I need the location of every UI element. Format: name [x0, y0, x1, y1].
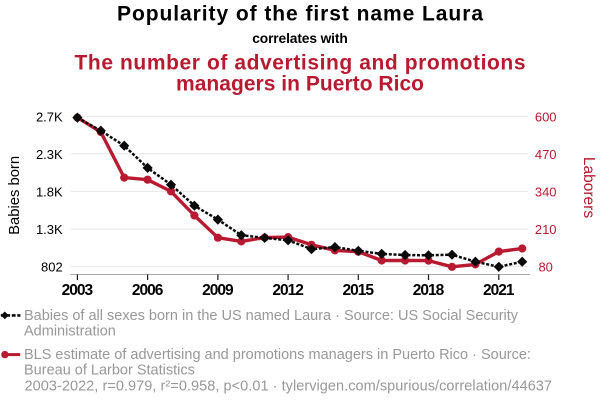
- svg-text:2012: 2012: [272, 282, 304, 299]
- svg-text:470: 470: [535, 147, 557, 162]
- svg-text:2021: 2021: [483, 282, 515, 299]
- svg-text:2003: 2003: [62, 282, 94, 299]
- svg-text:1.8K: 1.8K: [36, 185, 63, 200]
- svg-text:2015: 2015: [343, 282, 375, 299]
- svg-text:Babies born: Babies born: [7, 156, 23, 235]
- svg-text:BLS estimate of advertising an: BLS estimate of advertising and promotio…: [24, 347, 531, 363]
- svg-text:2.7K: 2.7K: [36, 110, 63, 125]
- svg-text:Administration: Administration: [24, 324, 116, 340]
- svg-text:The number of advertising and: The number of advertising and promotions: [75, 52, 526, 75]
- svg-text:340: 340: [535, 185, 557, 200]
- svg-text:Popularity of the first name L: Popularity of the first name Laura: [117, 3, 483, 26]
- svg-text:Laborers: Laborers: [580, 157, 597, 218]
- svg-text:2018: 2018: [413, 282, 445, 299]
- svg-text:2006: 2006: [132, 282, 164, 299]
- svg-text:Bureau of Larbor Statistics: Bureau of Larbor Statistics: [24, 363, 195, 379]
- svg-text:2009: 2009: [202, 282, 234, 299]
- svg-text:correlates with: correlates with: [252, 31, 348, 46]
- svg-text:managers in Puerto Rico: managers in Puerto Rico: [176, 72, 424, 95]
- svg-text:210: 210: [535, 222, 557, 237]
- svg-text:Babies of all sexes born in th: Babies of all sexes born in the US named…: [24, 308, 519, 324]
- svg-text:600: 600: [535, 110, 557, 125]
- svg-text:2.3K: 2.3K: [36, 147, 63, 162]
- svg-text:1.3K: 1.3K: [36, 222, 63, 237]
- svg-text:2003-2022, r=0.979, r²=0.958,: 2003-2022, r=0.979, r²=0.958, p<0.01 · t…: [25, 378, 553, 394]
- svg-text:802: 802: [41, 259, 63, 274]
- svg-text:80: 80: [538, 259, 552, 274]
